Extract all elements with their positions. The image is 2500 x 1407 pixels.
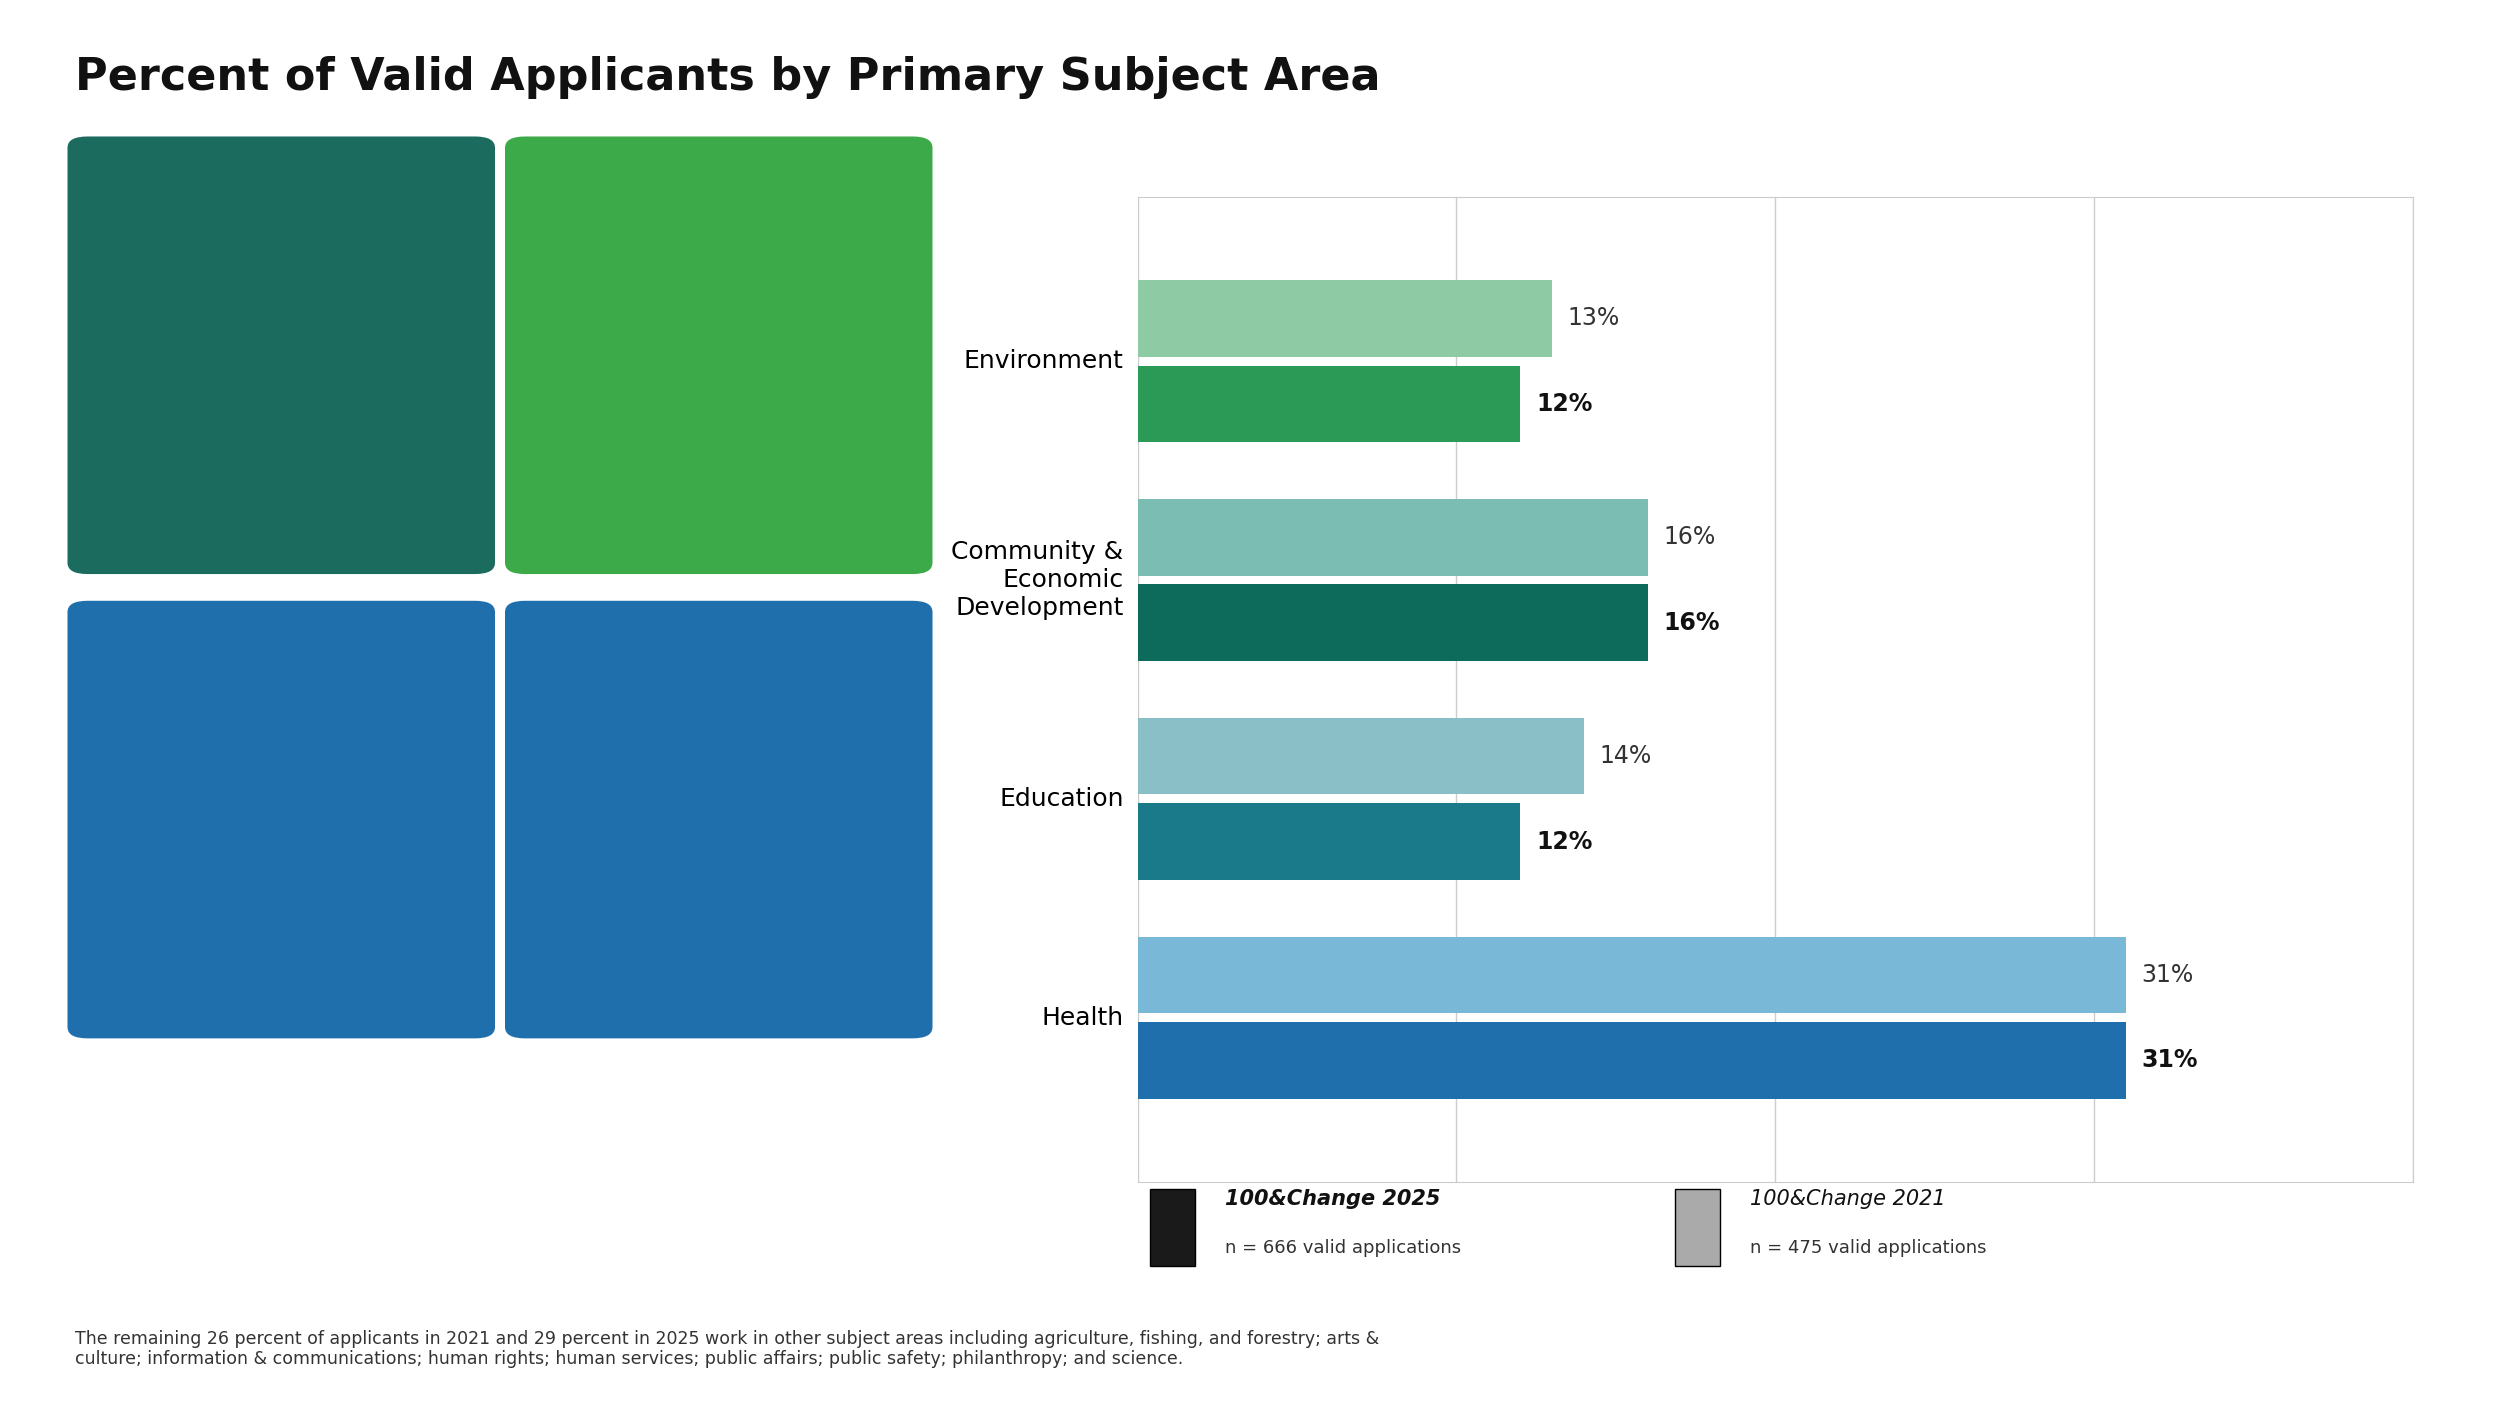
Text: 16%: 16%	[1662, 525, 1715, 549]
Text: Percent of Valid Applicants by Primary Subject Area: Percent of Valid Applicants by Primary S…	[75, 56, 1380, 100]
Bar	[248, 326, 265, 340]
Bar	[330, 272, 348, 286]
Text: 31%: 31%	[2142, 962, 2195, 988]
Text: Health: Health	[688, 958, 750, 978]
FancyArrowPatch shape	[707, 326, 737, 348]
Bar	[1138, 718, 1585, 795]
Bar	[248, 249, 265, 263]
Text: 12%: 12%	[1535, 391, 1592, 416]
Text: 31%: 31%	[2142, 1048, 2198, 1072]
Text: 100&Change 2025: 100&Change 2025	[1225, 1189, 1440, 1209]
Bar	[213, 300, 230, 314]
Bar	[1138, 366, 1520, 442]
Bar	[330, 326, 348, 340]
Bar	[298, 300, 315, 314]
Bar	[1138, 584, 1648, 661]
Bar	[213, 326, 230, 340]
Bar	[248, 300, 265, 314]
Bar	[213, 249, 230, 263]
Text: n = 475 valid applications: n = 475 valid applications	[1750, 1240, 1988, 1258]
Bar	[1138, 937, 2125, 1013]
Bar	[330, 300, 348, 314]
Text: 14%: 14%	[1600, 744, 1652, 768]
Text: 13%: 13%	[1568, 307, 1620, 331]
Bar	[298, 272, 315, 286]
Bar	[1138, 803, 1520, 879]
Text: 16%: 16%	[1662, 611, 1720, 635]
Text: 100&Change 2021: 100&Change 2021	[1750, 1189, 1945, 1209]
Bar	[248, 272, 265, 286]
Bar	[1138, 499, 1648, 575]
Text: Community &
Economic
Development: Community & Economic Development	[215, 445, 348, 514]
Text: The remaining 26 percent of applicants in 2021 and 29 percent in 2025 work in ot: The remaining 26 percent of applicants i…	[75, 1330, 1380, 1369]
Bar	[298, 326, 315, 340]
Text: Education: Education	[232, 958, 330, 978]
Text: 12%: 12%	[1535, 830, 1592, 854]
Text: n = 666 valid applications: n = 666 valid applications	[1225, 1240, 1460, 1258]
Bar	[192, 252, 268, 363]
Bar	[1138, 1021, 2125, 1099]
Bar	[213, 272, 230, 286]
Bar	[288, 294, 365, 363]
Text: Environment: Environment	[658, 494, 780, 514]
Bar	[1138, 280, 1552, 357]
